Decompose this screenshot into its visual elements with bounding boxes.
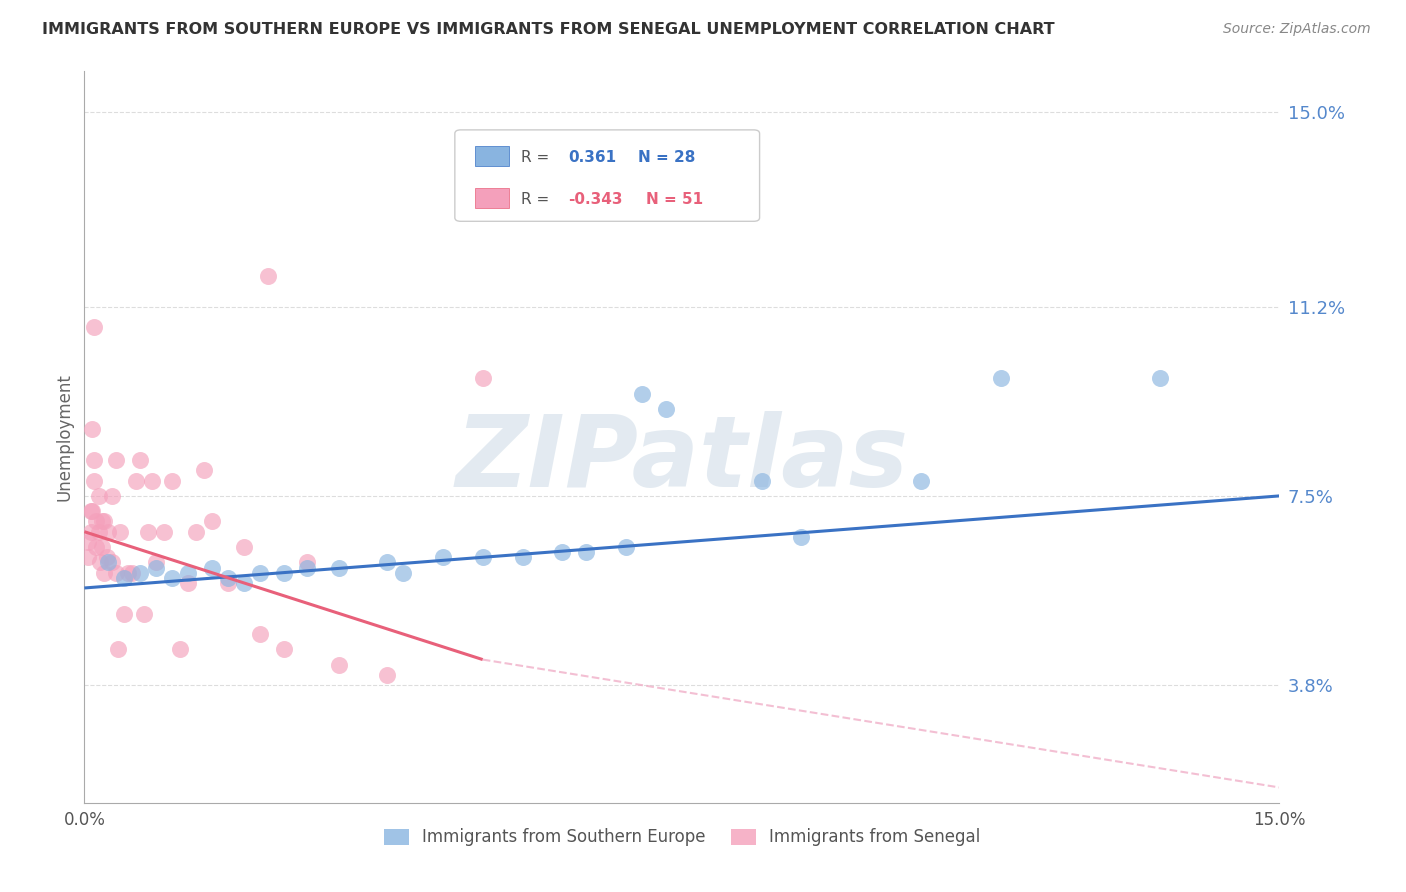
- Point: [249, 627, 271, 641]
- Text: N = 51: N = 51: [647, 192, 703, 207]
- Point: [201, 515, 224, 529]
- Point: [82, 504, 104, 518]
- Point: [77, 535, 100, 549]
- Point: [193, 463, 215, 477]
- Point: [107, 642, 129, 657]
- Text: N = 28: N = 28: [638, 150, 695, 165]
- Point: [83, 453, 105, 467]
- Point: [153, 524, 176, 539]
- Point: [86, 515, 108, 529]
- Point: [249, 566, 271, 580]
- Point: [232, 540, 254, 554]
- Point: [201, 560, 224, 574]
- Point: [93, 515, 115, 529]
- Point: [177, 575, 200, 590]
- Point: [169, 642, 191, 657]
- Point: [110, 524, 132, 539]
- Point: [129, 566, 152, 580]
- Point: [471, 550, 494, 565]
- Point: [121, 566, 143, 580]
- Point: [217, 571, 239, 585]
- Point: [575, 545, 598, 559]
- Point: [97, 555, 120, 569]
- Point: [101, 489, 124, 503]
- Y-axis label: Unemployment: Unemployment: [55, 373, 73, 501]
- Text: IMMIGRANTS FROM SOUTHERN EUROPE VS IMMIGRANTS FROM SENEGAL UNEMPLOYMENT CORRELAT: IMMIGRANTS FROM SOUTHERN EUROPE VS IMMIG…: [42, 22, 1054, 37]
- Point: [83, 320, 105, 334]
- Point: [160, 571, 183, 585]
- Text: ZIPatlas: ZIPatlas: [456, 410, 908, 508]
- Point: [86, 540, 108, 554]
- Point: [631, 386, 654, 401]
- Point: [105, 566, 128, 580]
- Point: [990, 371, 1012, 385]
- Point: [297, 560, 319, 574]
- Point: [432, 550, 454, 565]
- Point: [375, 555, 398, 569]
- Point: [132, 607, 156, 621]
- Point: [87, 489, 110, 503]
- Text: -0.343: -0.343: [568, 192, 623, 207]
- Point: [90, 515, 112, 529]
- Text: 0.361: 0.361: [568, 150, 616, 165]
- Point: [87, 524, 110, 539]
- Point: [112, 607, 135, 621]
- Text: R =: R =: [520, 192, 554, 207]
- Point: [160, 474, 183, 488]
- Point: [141, 474, 163, 488]
- Point: [89, 555, 111, 569]
- Point: [80, 524, 103, 539]
- Point: [90, 540, 112, 554]
- Point: [105, 453, 128, 467]
- Point: [217, 575, 239, 590]
- Point: [328, 657, 350, 672]
- Point: [101, 555, 124, 569]
- FancyBboxPatch shape: [475, 188, 509, 209]
- Point: [145, 560, 167, 574]
- FancyBboxPatch shape: [456, 130, 759, 221]
- Point: [551, 545, 574, 559]
- Text: Source: ZipAtlas.com: Source: ZipAtlas.com: [1223, 22, 1371, 37]
- Point: [273, 566, 295, 580]
- Point: [82, 422, 104, 436]
- Point: [129, 453, 152, 467]
- Point: [375, 668, 398, 682]
- Point: [655, 401, 678, 416]
- Point: [112, 571, 135, 585]
- Point: [125, 474, 148, 488]
- Point: [177, 566, 200, 580]
- Point: [910, 474, 932, 488]
- Point: [184, 524, 207, 539]
- Point: [117, 566, 139, 580]
- Point: [392, 566, 415, 580]
- Point: [297, 555, 319, 569]
- Point: [96, 550, 118, 565]
- Point: [273, 642, 295, 657]
- Point: [136, 524, 159, 539]
- Point: [145, 555, 167, 569]
- Point: [751, 474, 773, 488]
- Point: [232, 575, 254, 590]
- Point: [77, 550, 100, 565]
- Point: [512, 550, 534, 565]
- Point: [256, 268, 278, 283]
- Point: [328, 560, 350, 574]
- Point: [83, 474, 105, 488]
- Point: [614, 540, 637, 554]
- Legend: Immigrants from Southern Europe, Immigrants from Senegal: Immigrants from Southern Europe, Immigra…: [377, 822, 987, 853]
- Point: [93, 566, 115, 580]
- FancyBboxPatch shape: [475, 145, 509, 166]
- Point: [80, 504, 103, 518]
- Point: [471, 371, 494, 385]
- Text: R =: R =: [520, 150, 554, 165]
- Point: [97, 524, 120, 539]
- Point: [1149, 371, 1171, 385]
- Point: [790, 530, 813, 544]
